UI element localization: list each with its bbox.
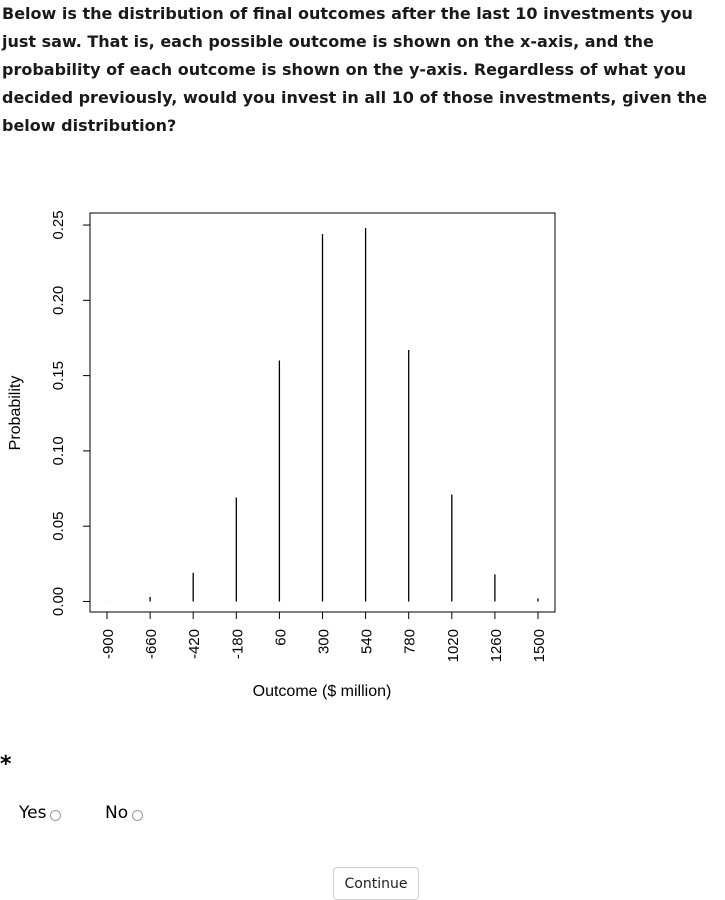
option-no[interactable]: No — [105, 803, 144, 823]
y-axis-label: Probability — [7, 376, 24, 451]
x-tick-label: 780 — [402, 629, 419, 654]
x-tick-label: 1500 — [531, 629, 548, 662]
x-tick-label: 540 — [359, 629, 376, 654]
y-tick-label: 0.20 — [50, 286, 67, 315]
x-tick-label: 300 — [316, 629, 333, 654]
y-tick-label: 0.00 — [50, 587, 67, 616]
question-text: Below is the distribution of final outco… — [2, 4, 708, 135]
option-no-label: No — [105, 803, 129, 823]
x-tick-label: -900 — [100, 629, 117, 659]
x-tick-label: -660 — [143, 629, 160, 659]
option-yes-label: Yes — [19, 803, 47, 823]
x-tick-label: 1020 — [445, 629, 462, 662]
option-yes[interactable]: Yes — [19, 803, 62, 823]
y-tick-label: 0.05 — [50, 512, 67, 541]
x-tick-label: -180 — [229, 629, 246, 659]
yes-radio-button[interactable] — [50, 809, 62, 821]
y-tick-label: 0.15 — [50, 361, 67, 390]
x-tick-label: 1260 — [488, 629, 505, 662]
x-tick-label: -420 — [186, 629, 203, 659]
continue-button[interactable]: Continue — [333, 867, 419, 900]
no-radio-button[interactable] — [132, 809, 144, 821]
x-tick-label: 60 — [272, 629, 289, 646]
y-tick-label: 0.10 — [50, 436, 67, 465]
required-marker: * — [0, 752, 12, 777]
x-axis-label: Outcome ($ million) — [253, 683, 392, 700]
y-tick-label: 0.25 — [50, 210, 67, 239]
outcome-distribution-chart: -900 -660 -420 -180 60 300 540 780 1020 1260 1500 … — [7, 210, 556, 700]
